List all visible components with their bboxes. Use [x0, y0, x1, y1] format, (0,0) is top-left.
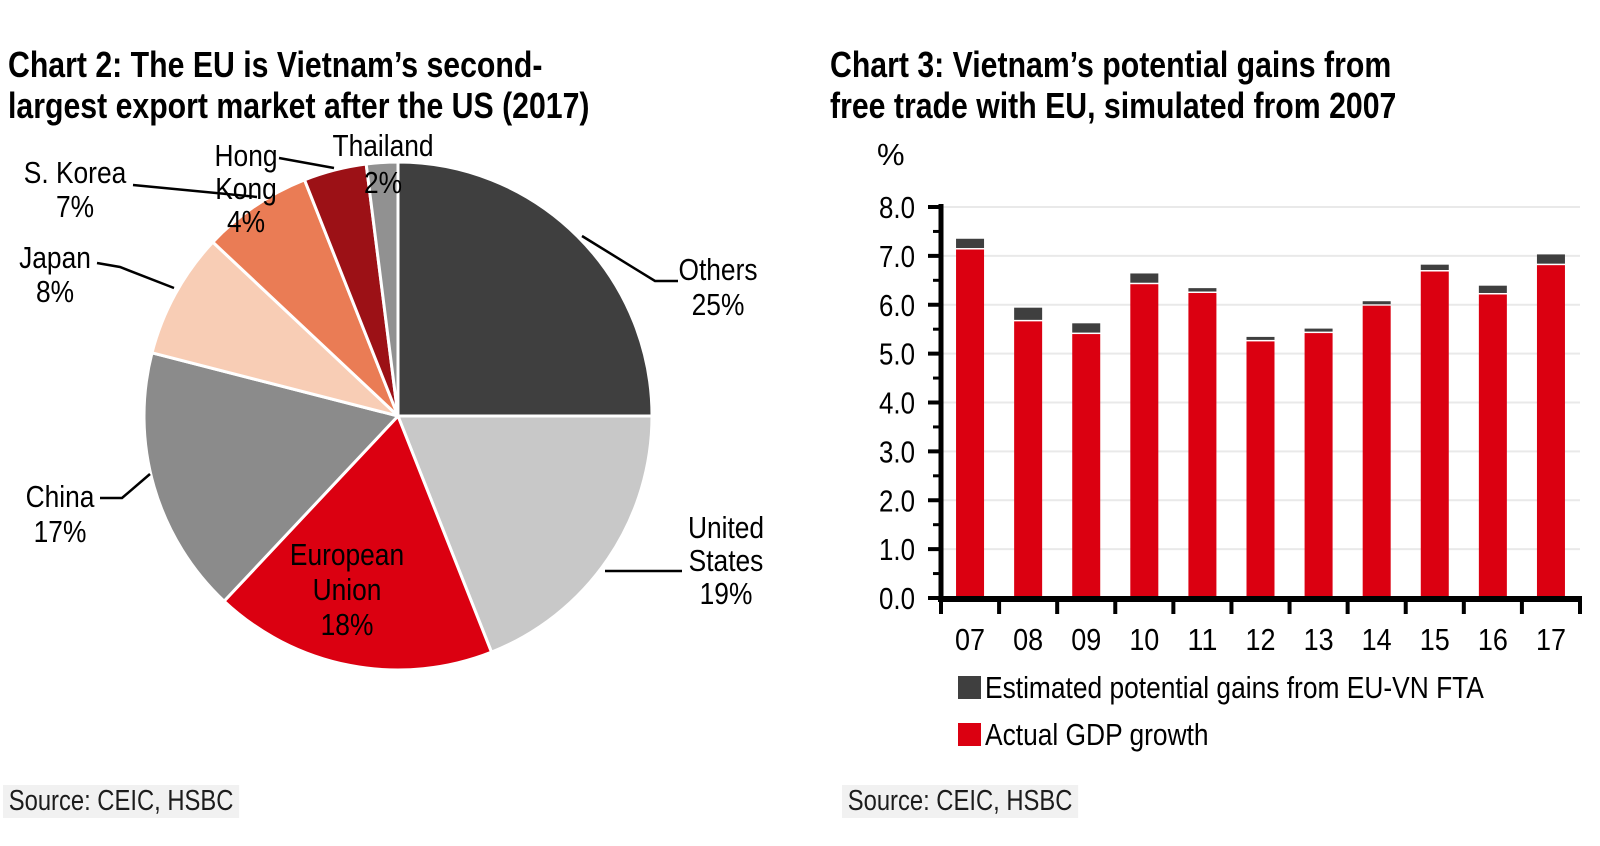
actual-gdp-legend-swatch — [958, 723, 981, 746]
y-tick-label: 1.0 — [879, 532, 915, 567]
x-tick-label-13: 13 — [1304, 622, 1334, 657]
x-tick-label-07: 07 — [955, 622, 985, 657]
bar-gain-07 — [956, 238, 985, 249]
bar-gain-10 — [1130, 273, 1159, 283]
actual-gdp-legend-label: Actual GDP growth — [985, 717, 1209, 752]
bar-gain-16 — [1478, 285, 1507, 293]
bar-actual-14 — [1362, 305, 1391, 598]
bar-gain-11 — [1188, 288, 1217, 292]
y-tick-label: 5.0 — [879, 337, 915, 372]
pie-slice-others — [396, 160, 654, 418]
bar-gain-14 — [1362, 301, 1391, 305]
y-tick-label: 8.0 — [879, 190, 915, 225]
bar-gain-09 — [1072, 323, 1101, 333]
chart3-title: Chart 3: Vietnam’s potential gains from … — [830, 43, 1397, 126]
pie-leader-china — [100, 473, 151, 500]
bar-actual-09 — [1072, 334, 1101, 598]
bar-gain-12 — [1246, 336, 1275, 340]
bar-actual-17 — [1536, 265, 1565, 598]
bar-gain-08 — [1014, 307, 1043, 320]
y-tick-label: 2.0 — [879, 483, 915, 518]
pie-leader-s-korea — [132, 183, 258, 199]
pie-label-european-union: European Union 18% — [290, 538, 404, 642]
bar-chart: 07 08 09 10 11 12 13 14 15 16 17 0.0 1.0 2.0 3.0 4.0 5.0… — [877, 137, 1582, 657]
legend-item-actual: Actual GDP growth — [958, 717, 1248, 752]
pie-leader-japan — [96, 261, 175, 290]
pie-leader-others — [581, 234, 678, 283]
y-axis-unit-label: % — [877, 137, 905, 172]
bar-actual-12 — [1246, 341, 1275, 598]
y-tick-label: 6.0 — [879, 288, 915, 323]
bar-actual-16 — [1478, 294, 1507, 598]
pie-label-united-states: United States 19% — [688, 511, 764, 611]
x-tick-label-15: 15 — [1420, 622, 1450, 657]
x-tick-label-09: 09 — [1071, 622, 1101, 657]
pie-slice-japan — [150, 240, 400, 418]
y-tick-label: 0.0 — [879, 581, 915, 616]
pie-leader-hong-kong — [278, 156, 335, 170]
chart2-source: Source: CEIC, HSBC — [3, 785, 240, 818]
bar-gain-13 — [1304, 328, 1333, 332]
bar-actual-11 — [1188, 293, 1217, 598]
bar-gain-17 — [1536, 254, 1565, 264]
chart2-title: Chart 2: The EU is Vietnam’s second- lar… — [8, 43, 590, 126]
bar-actual-10 — [1130, 284, 1159, 598]
pie-slice-s-korea — [211, 178, 400, 418]
pie-chart: Others 25% United States 19% European Union 18%… — [19, 129, 764, 672]
pie-label-others: Others 25% — [678, 253, 757, 322]
pie-slice-european-union — [222, 414, 494, 672]
pie-label-hong-kong: Hong Kong 4% — [215, 139, 278, 239]
y-tick-label: 7.0 — [879, 239, 915, 274]
pie-label-japan: Japan 8% — [19, 241, 91, 309]
pie-slice-united-states — [396, 414, 654, 654]
gains-legend-swatch — [958, 676, 981, 699]
x-tick-label-08: 08 — [1013, 622, 1043, 657]
x-tick-label-12: 12 — [1246, 622, 1276, 657]
gains-legend-label: Estimated potential gains from EU-VN FTA — [985, 670, 1484, 705]
x-tick-label-10: 10 — [1129, 622, 1159, 657]
x-tick-label-16: 16 — [1478, 622, 1508, 657]
x-tick-label-17: 17 — [1536, 622, 1566, 657]
bar-actual-08 — [1014, 321, 1043, 598]
x-tick-label-11: 11 — [1187, 622, 1217, 657]
bar-gain-15 — [1420, 264, 1449, 271]
x-tick-label-14: 14 — [1362, 622, 1392, 657]
bar-actual-13 — [1304, 333, 1333, 598]
legend-item-gains: Estimated potential gains from EU-VN FTA — [958, 670, 1572, 705]
pie-slice-thailand — [364, 160, 400, 418]
pie-slice-china — [142, 351, 400, 603]
pie-label-china: China 17% — [26, 480, 95, 549]
pie-label-thailand: Thailand 2% — [332, 129, 433, 200]
chart3-source: Source: CEIC, HSBC — [842, 785, 1079, 818]
bar-actual-15 — [1420, 271, 1449, 598]
y-tick-label: 4.0 — [879, 386, 915, 421]
bar-actual-07 — [956, 249, 985, 599]
pie-label-s-korea: S. Korea 7% — [24, 156, 126, 224]
y-tick-label: 3.0 — [879, 434, 915, 469]
